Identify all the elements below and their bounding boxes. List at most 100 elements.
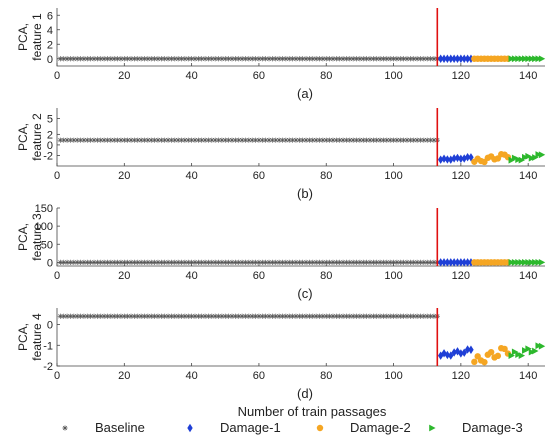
data-point	[380, 56, 387, 62]
data-point	[421, 56, 427, 62]
data-point	[199, 137, 205, 143]
data-point	[337, 313, 343, 319]
data-point	[377, 259, 383, 265]
data-point	[84, 137, 90, 143]
data-point	[145, 56, 151, 62]
data-point	[94, 137, 100, 143]
panel-caption: (d)	[297, 386, 313, 401]
data-point	[313, 137, 319, 143]
data-point	[364, 313, 370, 319]
data-point	[404, 137, 410, 143]
data-point	[71, 259, 77, 265]
data-point	[417, 313, 424, 319]
data-point	[374, 56, 380, 62]
y-tick-label: 4	[47, 25, 53, 37]
data-point	[327, 137, 333, 143]
data-point	[407, 56, 413, 62]
data-point	[239, 313, 245, 319]
data-point	[111, 137, 117, 143]
data-point	[296, 313, 302, 319]
data-point	[229, 137, 235, 143]
data-point	[57, 313, 63, 319]
data-point	[286, 56, 292, 62]
data-point	[350, 56, 356, 62]
data-point	[145, 259, 151, 265]
data-point	[219, 259, 225, 265]
data-point	[195, 259, 201, 265]
data-point	[269, 56, 275, 62]
data-point	[394, 313, 400, 319]
x-tick-label: 120	[452, 270, 470, 282]
data-point	[212, 137, 218, 143]
y-tick-label: 6	[47, 10, 53, 22]
x-tick-label: 20	[118, 370, 130, 382]
data-point	[360, 137, 366, 143]
data-point	[158, 137, 164, 143]
data-point	[357, 259, 363, 265]
data-point	[256, 137, 262, 143]
data-point	[431, 137, 437, 143]
data-point	[182, 259, 188, 265]
data-point	[232, 259, 238, 265]
legend-marker	[429, 424, 436, 432]
data-point	[185, 259, 191, 265]
data-point	[232, 313, 238, 319]
series-damage-1	[437, 152, 474, 164]
data-point	[296, 137, 302, 143]
data-point	[165, 259, 171, 265]
data-point	[165, 56, 171, 62]
data-point	[353, 56, 360, 62]
data-point	[515, 351, 522, 358]
data-point	[461, 54, 467, 63]
data-point	[337, 56, 343, 62]
x-tick-label: 20	[118, 270, 130, 282]
data-point	[135, 137, 141, 143]
data-point	[108, 137, 114, 143]
data-point	[293, 137, 299, 143]
data-point	[350, 259, 356, 265]
data-point	[333, 137, 339, 143]
data-point	[387, 137, 393, 143]
data-point	[380, 259, 387, 265]
axis-frame	[56, 208, 545, 267]
x-tick-label: 80	[320, 70, 332, 82]
data-point	[118, 313, 124, 319]
data-point	[390, 313, 397, 319]
data-point	[522, 347, 529, 354]
y-tick-label: 0	[47, 257, 53, 269]
data-point	[152, 313, 158, 319]
data-point	[528, 154, 536, 162]
data-point	[215, 259, 222, 265]
data-point	[125, 313, 131, 319]
data-point	[81, 56, 87, 62]
data-point	[77, 313, 84, 319]
data-point	[222, 259, 228, 265]
x-tick-label: 140	[519, 170, 537, 182]
data-point	[229, 259, 235, 265]
data-point	[397, 137, 403, 143]
data-point	[219, 137, 225, 143]
y-axis-label-line: feature 1	[30, 13, 44, 61]
y-axis-label-line: PCA,	[16, 323, 30, 351]
data-point	[138, 259, 144, 265]
data-point	[246, 137, 252, 143]
legend-marker	[316, 424, 324, 432]
data-point	[74, 56, 80, 62]
data-point	[387, 313, 393, 319]
data-point	[246, 56, 252, 62]
data-point	[199, 56, 205, 62]
data-point	[88, 259, 94, 265]
data-point	[168, 259, 175, 265]
data-point	[74, 313, 80, 319]
data-point	[205, 56, 212, 62]
data-point	[104, 313, 111, 319]
data-point	[437, 54, 444, 63]
data-point	[357, 313, 363, 319]
data-point	[84, 313, 90, 319]
data-point	[347, 259, 353, 265]
data-point	[61, 313, 67, 319]
series-baseline	[57, 313, 440, 319]
data-point	[121, 313, 127, 319]
